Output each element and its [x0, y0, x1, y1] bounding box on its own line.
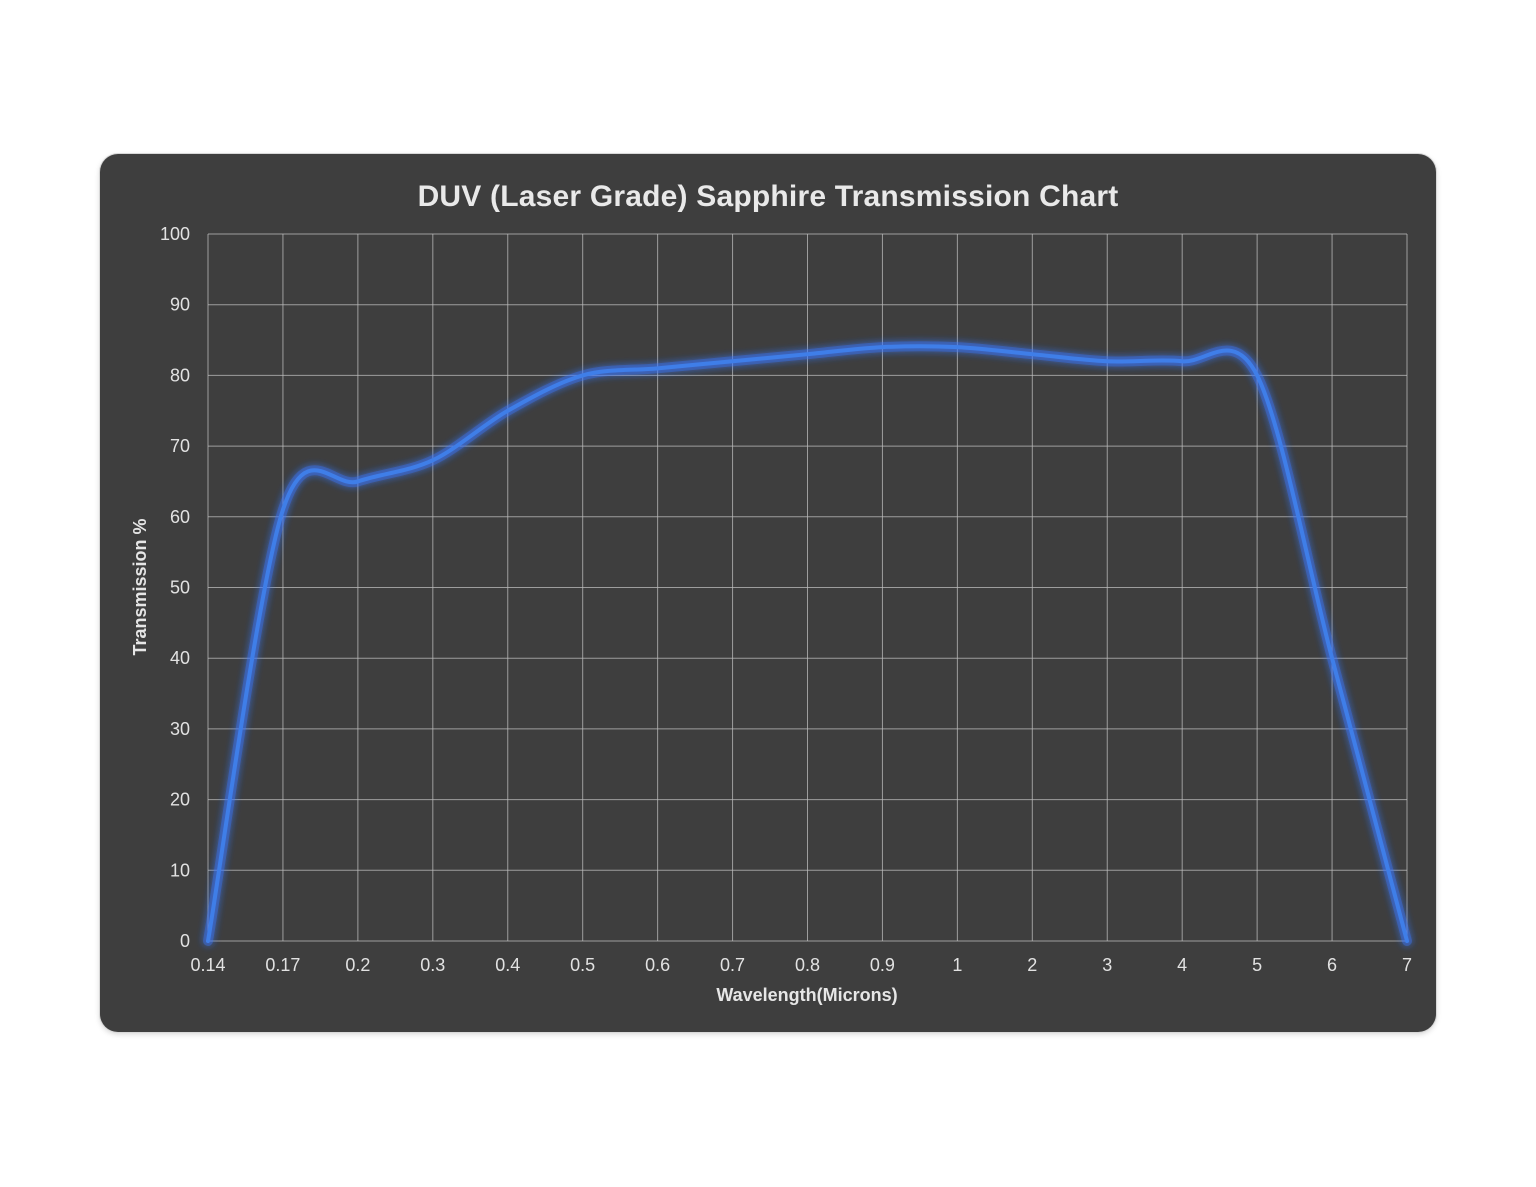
y-tick-label: 80 [170, 365, 190, 385]
data-point [1255, 373, 1259, 377]
x-tick-label: 0.2 [345, 955, 370, 975]
x-tick-label: 5 [1252, 955, 1262, 975]
data-point [955, 345, 959, 349]
data-point [581, 373, 585, 377]
x-tick-label: 0.7 [720, 955, 745, 975]
y-tick-label: 30 [170, 719, 190, 739]
y-tick-label: 50 [170, 578, 190, 598]
series-line [206, 344, 1409, 943]
series-group [203, 341, 1412, 946]
data-point [206, 939, 210, 943]
x-tick-label: 3 [1102, 955, 1112, 975]
y-tick-label: 90 [170, 295, 190, 315]
x-tick-label: 6 [1327, 955, 1337, 975]
x-tick-label: 0.9 [870, 955, 895, 975]
x-tick-label: 0.8 [795, 955, 820, 975]
x-axis-ticks: 0.14 0.17 0.2 0.3 0.4 0.5 0.6 0.7 0.8 0.9 1 2 3 4 5 6 7 [190, 955, 1412, 975]
x-tick-label: 7 [1402, 955, 1412, 975]
data-point [656, 366, 660, 370]
x-tick-label: 1 [952, 955, 962, 975]
y-tick-label: 10 [170, 860, 190, 880]
data-point [880, 345, 884, 349]
data-point [806, 352, 810, 356]
data-point [506, 409, 510, 413]
x-axis-label: Wavelength(Microns) [716, 985, 897, 1005]
y-tick-label: 0 [180, 931, 190, 951]
grid [207, 233, 1408, 942]
x-tick-label: 0.17 [265, 955, 300, 975]
x-tick-label: 0.5 [570, 955, 595, 975]
data-point [1405, 939, 1409, 943]
x-tick-label: 0.4 [495, 955, 520, 975]
y-tick-label: 100 [160, 224, 190, 244]
x-tick-label: 2 [1027, 955, 1037, 975]
chart-title: DUV (Laser Grade) Sapphire Transmission … [417, 180, 1119, 213]
data-point [281, 508, 285, 512]
x-tick-label: 0.14 [190, 955, 225, 975]
y-axis-label: Transmission % [130, 518, 150, 655]
x-tick-label: 0.3 [420, 955, 445, 975]
y-tick-label: 20 [170, 790, 190, 810]
data-point [356, 479, 360, 483]
data-point [1030, 352, 1034, 356]
data-point [1105, 359, 1109, 363]
chart-card [100, 154, 1436, 1032]
data-point [431, 458, 435, 462]
data-point [1180, 359, 1184, 363]
data-point [1330, 656, 1334, 660]
x-tick-label: 4 [1177, 955, 1187, 975]
data-point [731, 359, 735, 363]
y-tick-label: 70 [170, 436, 190, 456]
y-axis-ticks: 0 10 20 30 40 50 60 70 80 90 100 [160, 224, 190, 951]
y-tick-label: 40 [170, 648, 190, 668]
y-tick-label: 60 [170, 507, 190, 527]
x-tick-label: 0.6 [645, 955, 670, 975]
